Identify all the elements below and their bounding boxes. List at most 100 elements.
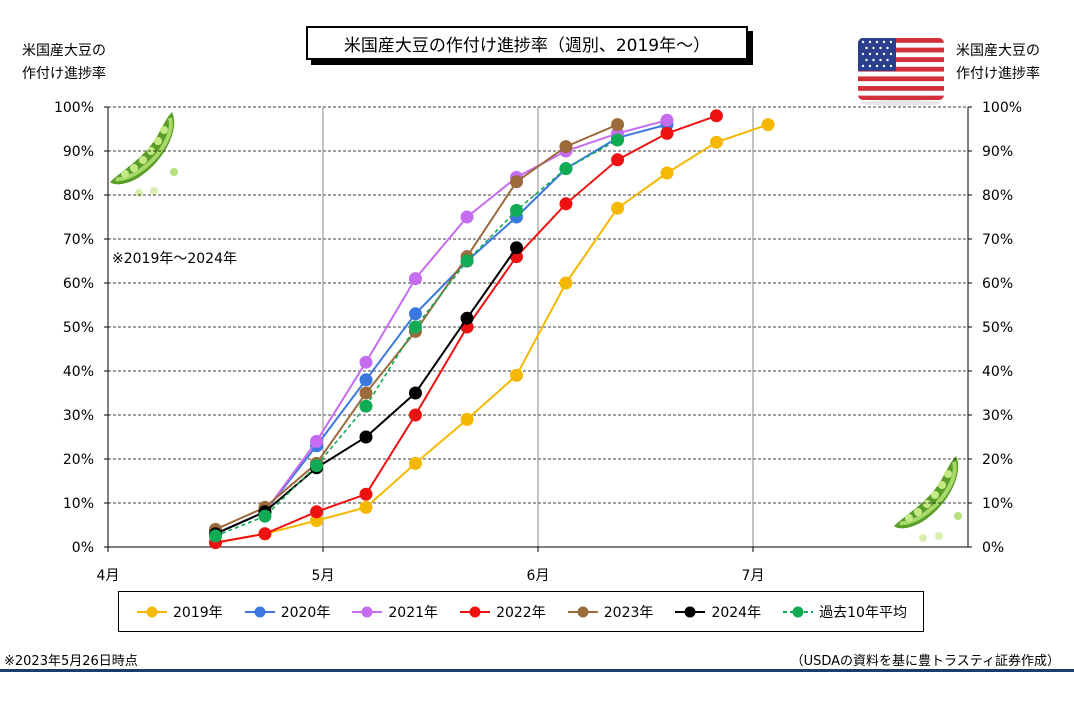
- data-point: [660, 166, 674, 180]
- legend-label: 2023年: [603, 604, 654, 621]
- y-tick-label-left: 10%: [63, 496, 94, 512]
- date-note: ※2023年5月26日時点: [4, 654, 138, 669]
- left-axis-title: 米国産大豆の 作付け進捗率: [22, 40, 106, 86]
- source-note: （USDAの資料を基に豊トラスティ証券作成）: [790, 654, 1060, 669]
- x-tick-label: 6月: [527, 568, 550, 584]
- data-point: [258, 527, 272, 541]
- series-line: [215, 123, 668, 535]
- us-flag-icon: [858, 38, 944, 106]
- y-tick-label-right: 100%: [982, 100, 1022, 116]
- data-point: [510, 203, 523, 217]
- legend-swatch: [675, 606, 706, 617]
- y-tick-label-right: 20%: [982, 452, 1013, 468]
- legend-swatch: [137, 606, 168, 617]
- y-tick-label-right: 0%: [982, 540, 1004, 556]
- y-tick-label-left: 70%: [63, 232, 94, 248]
- y-tick-label-right: 40%: [982, 364, 1013, 380]
- legend-item: 過去10年平均: [781, 602, 907, 622]
- data-point: [359, 500, 373, 514]
- series-line: [215, 119, 668, 535]
- left-axis-title-line-2: 作付け進捗率: [22, 66, 106, 82]
- data-point: [460, 311, 474, 325]
- data-point: [460, 254, 474, 268]
- y-tick-label-right: 60%: [982, 276, 1013, 292]
- data-point: [408, 386, 422, 400]
- series-line: [215, 123, 769, 544]
- y-tick-label-right: 80%: [982, 188, 1013, 204]
- y-tick-label-right: 50%: [982, 320, 1013, 336]
- data-point: [359, 487, 373, 501]
- y-tick-label-left: 90%: [63, 144, 94, 160]
- legend-label: 2019年: [173, 604, 223, 621]
- legend-swatch: [567, 606, 598, 617]
- pea-pod-icon: [894, 456, 962, 542]
- y-tick-label-left: 100%: [54, 100, 94, 116]
- data-point: [460, 412, 474, 426]
- chart-legend: 2019年 2020年 2021年 2022年 2023年 2024年 過去10年平均: [118, 591, 924, 632]
- legend-label: 2021年: [388, 604, 439, 621]
- legend-item: 2020年: [243, 602, 331, 622]
- x-tick-label: 5月: [312, 568, 335, 584]
- legend-label: 2022年: [496, 604, 546, 621]
- data-point: [611, 118, 625, 132]
- legend-label: 2024年: [711, 604, 762, 621]
- data-point: [310, 459, 324, 473]
- y-tick-label-right: 30%: [982, 408, 1013, 424]
- data-point: [559, 162, 573, 176]
- data-point: [310, 434, 324, 448]
- y-tick-label-left: 40%: [63, 364, 94, 380]
- x-tick-label: 7月: [742, 568, 765, 584]
- legend-swatch: [244, 606, 275, 617]
- data-point: [510, 368, 523, 382]
- legend-swatch: [460, 606, 491, 617]
- data-point: [510, 241, 523, 255]
- data-point: [408, 320, 422, 334]
- legend-item: 2023年: [566, 602, 654, 622]
- data-point: [611, 201, 625, 215]
- data-point: [559, 140, 573, 154]
- data-point: [258, 509, 272, 523]
- data-point: [209, 529, 222, 543]
- legend-label: 過去10年平均: [819, 604, 907, 621]
- y-tick-label-left: 30%: [63, 408, 94, 424]
- data-point: [359, 386, 373, 400]
- data-point: [559, 276, 573, 290]
- y-tick-label-right: 90%: [982, 144, 1013, 160]
- data-point: [408, 307, 422, 321]
- right-axis-title-line-2: 作付け進捗率: [956, 66, 1040, 82]
- data-point: [660, 126, 674, 140]
- data-point: [761, 118, 775, 132]
- data-point: [611, 153, 625, 167]
- legend-item: 2019年: [135, 602, 223, 622]
- data-point: [709, 135, 723, 149]
- series-line: [215, 139, 618, 537]
- pea-pod-icon: [110, 112, 178, 197]
- legend-item: 2022年: [458, 602, 546, 622]
- right-axis-title-line-1: 米国産大豆の: [956, 43, 1040, 59]
- data-point: [408, 272, 422, 286]
- chart-title: 米国産大豆の作付け進捗率（週別、2019年～）: [306, 26, 748, 60]
- y-tick-label-right: 10%: [982, 496, 1013, 512]
- y-tick-label-left: 80%: [63, 188, 94, 204]
- data-point: [709, 109, 723, 123]
- y-tick-label-right: 70%: [982, 232, 1013, 248]
- legend-swatch: [352, 606, 383, 617]
- legend-label: 2020年: [280, 604, 331, 621]
- y-tick-label-left: 50%: [63, 320, 94, 336]
- y-tick-label-left: 20%: [63, 452, 94, 468]
- data-point: [359, 430, 373, 444]
- data-point: [510, 175, 523, 189]
- data-point: [359, 355, 373, 369]
- data-point: [310, 505, 324, 519]
- data-point: [660, 113, 674, 127]
- y-tick-label-left: 60%: [63, 276, 94, 292]
- legend-swatch: [783, 606, 814, 617]
- data-point: [460, 210, 474, 224]
- data-point: [611, 133, 625, 147]
- legend-item: 2021年: [350, 602, 438, 622]
- legend-item: 2024年: [673, 602, 761, 622]
- x-tick-label: 4月: [97, 568, 120, 584]
- bottom-rule: [0, 669, 1074, 672]
- data-point: [408, 456, 422, 470]
